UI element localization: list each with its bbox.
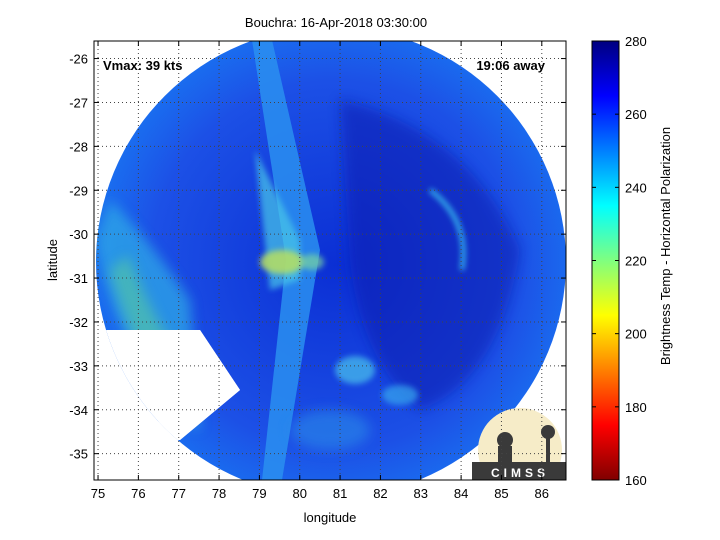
colorbar-tick-label: 160 bbox=[625, 473, 647, 488]
x-tick-label: 79 bbox=[252, 486, 266, 501]
colorbar bbox=[591, 40, 620, 481]
y-tick-label: -26 bbox=[69, 52, 88, 67]
y-tick-label: -33 bbox=[69, 359, 88, 374]
x-tick-label: 80 bbox=[293, 486, 307, 501]
y-tick-label: -29 bbox=[69, 183, 88, 198]
colorbar-tick-label: 260 bbox=[625, 107, 647, 122]
colorbar-tick-label: 280 bbox=[625, 34, 647, 49]
x-tick-label: 83 bbox=[414, 486, 428, 501]
x-tick-label: 84 bbox=[454, 486, 468, 501]
x-tick-label: 78 bbox=[212, 486, 226, 501]
x-tick-label: 81 bbox=[333, 486, 347, 501]
y-axis-label: latitude bbox=[45, 239, 60, 281]
x-tick-label: 85 bbox=[494, 486, 508, 501]
colorbar-ticks: 160 180 200 220 240 260 280 bbox=[592, 34, 647, 488]
x-tick-label: 86 bbox=[535, 486, 549, 501]
y-tick-label: -32 bbox=[69, 315, 88, 330]
y-tick-label: -28 bbox=[69, 139, 88, 154]
colorbar-tick-label: 200 bbox=[625, 327, 647, 342]
brightness-temp-swath: CIMSS bbox=[96, 41, 566, 480]
grid bbox=[94, 41, 566, 480]
x-axis: 75 76 77 78 79 80 81 82 83 84 85 86 bbox=[91, 41, 549, 501]
x-tick-label: 76 bbox=[131, 486, 145, 501]
y-tick-label: -35 bbox=[69, 447, 88, 462]
chart-title: Bouchra: 16-Apr-2018 03:30:00 bbox=[245, 15, 427, 30]
y-tick-label: -27 bbox=[69, 95, 88, 110]
x-axis-label: longitude bbox=[304, 510, 357, 525]
colorbar-tick-label: 220 bbox=[625, 254, 647, 269]
colorbar-label: Brightness Temp - Horizontal Polarizatio… bbox=[658, 127, 673, 365]
plot-frame bbox=[93, 40, 567, 481]
y-axis: -26 -27 -28 -29 -30 -31 -32 -33 -34 -35 bbox=[69, 52, 566, 462]
colorbar-tick-label: 240 bbox=[625, 180, 647, 195]
y-tick-label: -30 bbox=[69, 227, 88, 242]
y-tick-label: -31 bbox=[69, 271, 88, 286]
x-tick-label: 75 bbox=[91, 486, 105, 501]
cimss-logo-text: CIMSS bbox=[491, 466, 549, 480]
colorbar-tick-label: 180 bbox=[625, 400, 647, 415]
x-tick-label: 77 bbox=[171, 486, 185, 501]
y-tick-label: -34 bbox=[69, 403, 88, 418]
x-tick-label: 82 bbox=[373, 486, 387, 501]
vmax-annotation: Vmax: 39 kts bbox=[103, 58, 183, 73]
time-away-annotation: 19:06 away bbox=[476, 58, 545, 73]
